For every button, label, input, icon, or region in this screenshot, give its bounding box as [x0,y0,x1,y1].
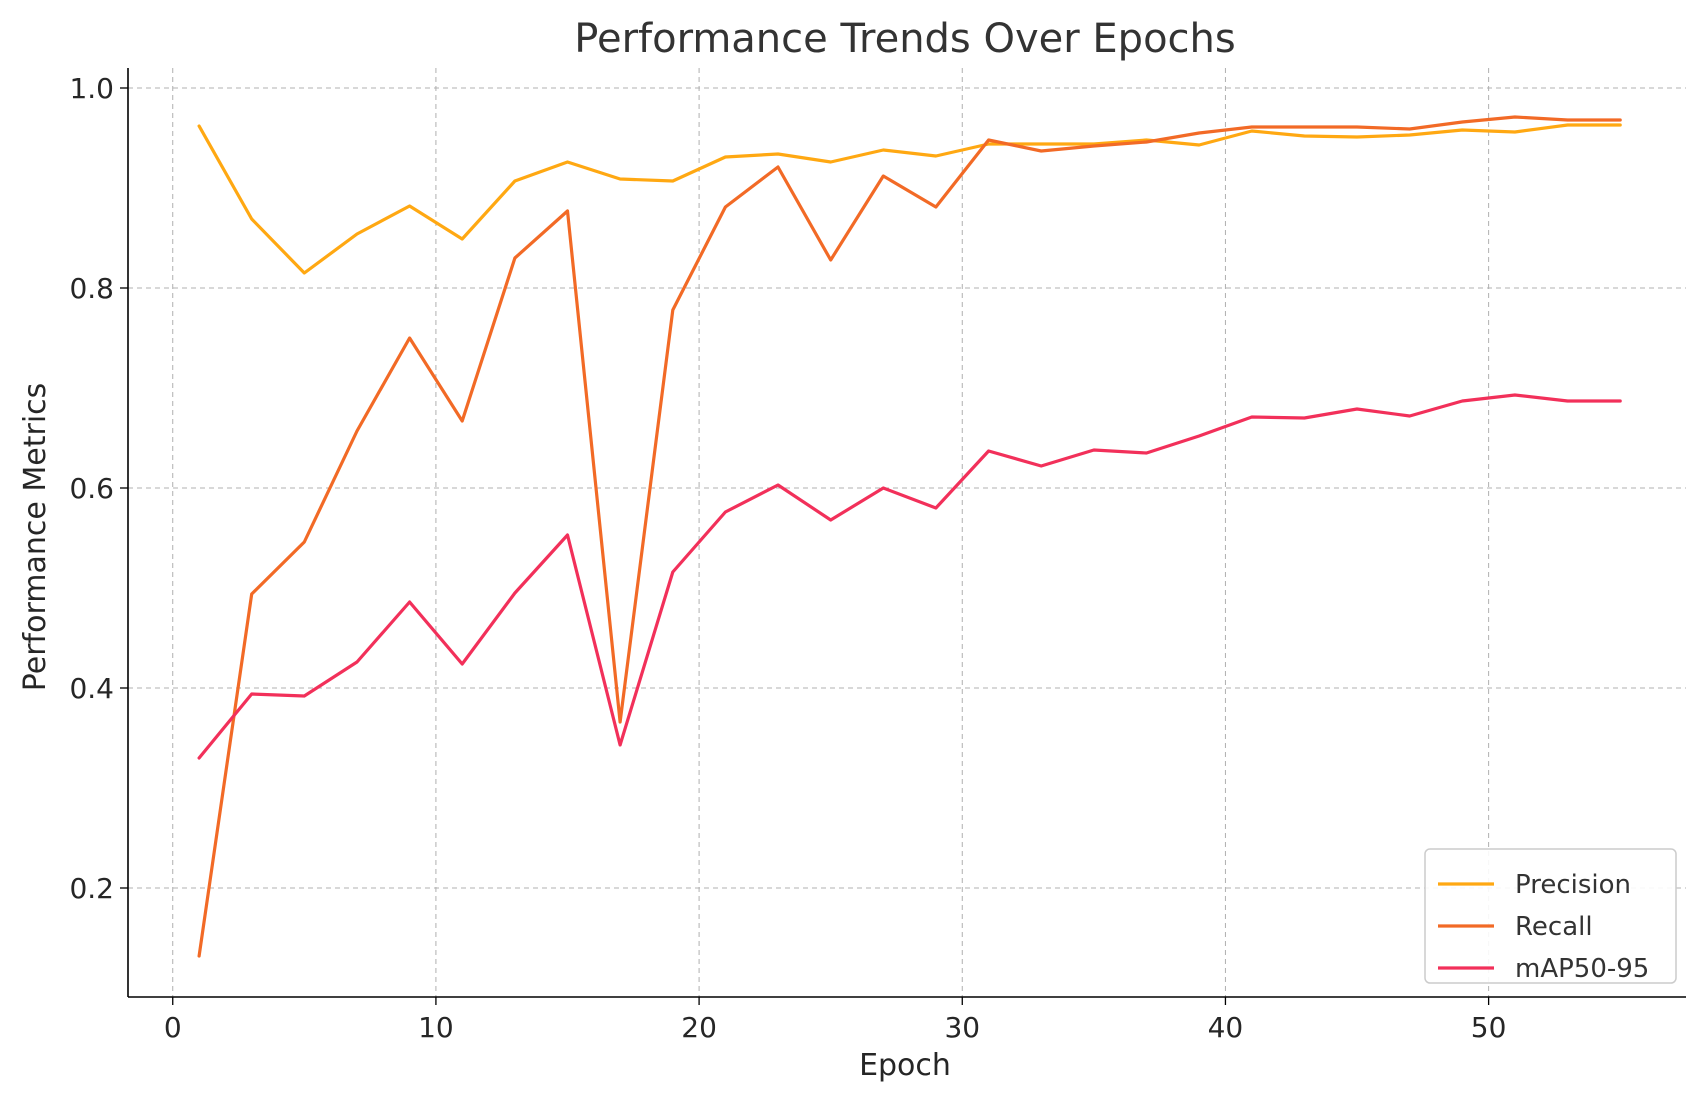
x-tick-label: 10 [418,1011,454,1044]
legend-items: Precision Recall mAP50-95 [1438,870,1649,984]
x-tick-label: 30 [944,1011,980,1044]
y-tick-label: 0.8 [69,272,114,305]
x-tick-label: 40 [1208,1011,1244,1044]
y-tick-label: 0.2 [69,872,114,905]
series-line-precision [197,123,1622,275]
legend-label-precision: Precision [1515,870,1631,900]
series-line-map50-95 [197,393,1622,760]
y-tick-label: 0.4 [69,672,114,705]
x-tick-label: 0 [164,1011,182,1044]
x-tick-label: 20 [681,1011,717,1044]
legend: Precision Recall mAP50-95 [1424,848,1677,984]
legend-label-map50-95: mAP50-95 [1515,954,1649,984]
y-tick-label: 1.0 [69,72,114,105]
legend-label-recall: Recall [1515,912,1593,942]
series-lines [197,115,1622,958]
axes [127,68,1686,998]
y-tick-label: 0.6 [69,472,114,505]
chart-title: Performance Trends Over Epochs [574,16,1235,62]
x-tick-label: 50 [1471,1011,1507,1044]
series-line-recall [197,115,1622,958]
ticks: 0 10 20 30 40 50 0.2 0.4 0.6 0.8 1.0 [69,72,1506,1044]
x-axis-title: Epoch [859,1048,951,1083]
y-axis-title: Performance Metrics [18,383,53,692]
